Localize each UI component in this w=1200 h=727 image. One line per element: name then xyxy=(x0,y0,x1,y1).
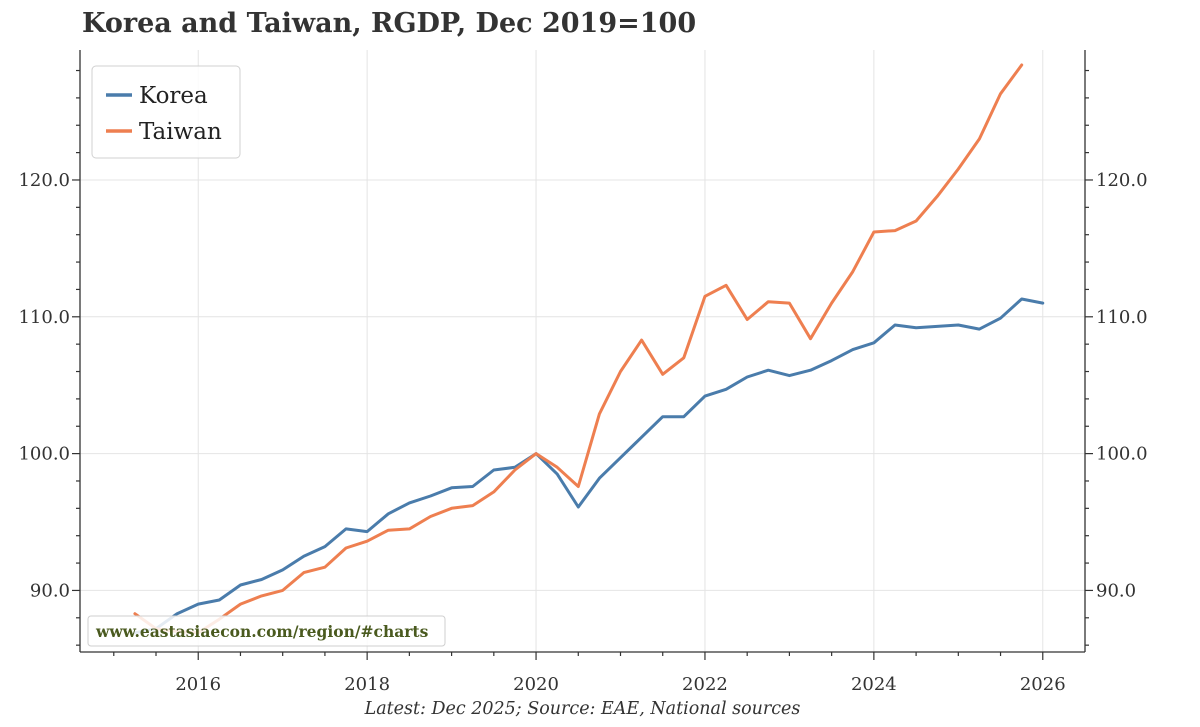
watermark: www.eastasiaecon.com/region/#charts xyxy=(87,615,446,647)
x-tick-label: 2026 xyxy=(1020,674,1066,695)
legend-label-taiwan: Taiwan xyxy=(139,119,222,145)
y-right-tick-label: 120.0 xyxy=(1096,170,1148,191)
plot-frame xyxy=(79,50,1086,653)
legend-label-korea: Korea xyxy=(139,83,208,109)
legend: Korea Taiwan xyxy=(91,65,241,159)
y-right-tick-label: 100.0 xyxy=(1096,444,1148,465)
watermark-box xyxy=(87,615,446,647)
y-left-tick-label: 110.0 xyxy=(18,307,70,328)
series-lines xyxy=(133,63,1045,635)
x-tick-label: 2024 xyxy=(851,674,897,695)
legend-box xyxy=(91,65,241,159)
y-left-tick-label: 120.0 xyxy=(18,170,70,191)
watermark-text: www.eastasiaecon.com/region/#charts xyxy=(95,622,429,641)
y-left-tick-label: 90.0 xyxy=(30,580,70,601)
x-tick-label: 2018 xyxy=(344,674,390,695)
grid-lines xyxy=(80,50,1085,652)
chart-title: Korea and Taiwan, RGDP, Dec 2019=100 xyxy=(82,8,697,39)
series-line-korea xyxy=(133,297,1045,635)
axes: 2016 2018 2020 2022 2024 2026 90.0 90.0 100.0 100… xyxy=(18,69,1148,695)
x-tick-label: 2020 xyxy=(513,674,559,695)
y-right-tick-label: 90.0 xyxy=(1096,580,1136,601)
source-footer: Latest: Dec 2025; Source: EAE, National … xyxy=(364,699,801,719)
series-line-taiwan xyxy=(133,63,1024,635)
x-tick-label: 2022 xyxy=(682,674,728,695)
y-right-tick-label: 110.0 xyxy=(1096,307,1148,328)
x-tick-label: 2016 xyxy=(175,674,221,695)
y-left-tick-label: 100.0 xyxy=(18,444,70,465)
